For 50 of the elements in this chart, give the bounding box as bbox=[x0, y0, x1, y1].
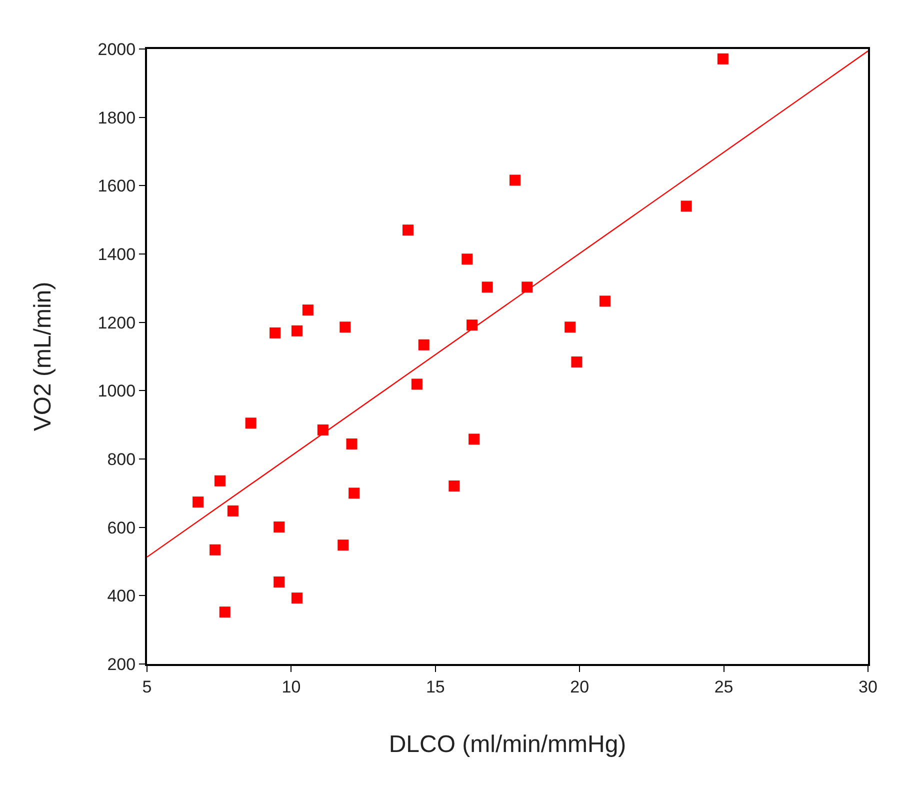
point bbox=[717, 53, 728, 64]
y-tick-label: 1200 bbox=[98, 313, 136, 332]
point bbox=[482, 282, 493, 293]
point bbox=[210, 544, 221, 556]
point bbox=[227, 505, 238, 516]
y-tick-label: 800 bbox=[107, 450, 136, 469]
x-tick-label: 20 bbox=[570, 677, 590, 696]
point bbox=[510, 174, 520, 186]
x-tick-label: 5 bbox=[142, 677, 152, 696]
point bbox=[270, 327, 281, 338]
point bbox=[418, 339, 430, 350]
y-tick-label: 400 bbox=[107, 586, 136, 606]
point bbox=[302, 304, 314, 316]
point bbox=[317, 424, 328, 436]
point bbox=[348, 488, 360, 499]
y-tick-label: 200 bbox=[107, 654, 136, 674]
point bbox=[214, 475, 226, 486]
point bbox=[219, 606, 230, 618]
y-tick-label: 1400 bbox=[98, 244, 136, 264]
point bbox=[522, 282, 533, 293]
y-axis-title: VO2 (mL/min) bbox=[29, 282, 56, 432]
y-tick-label: 2000 bbox=[98, 40, 136, 59]
point bbox=[564, 322, 576, 333]
point bbox=[468, 434, 480, 445]
x-tick-label: 10 bbox=[282, 677, 301, 696]
point bbox=[402, 224, 414, 236]
point bbox=[291, 325, 302, 336]
point bbox=[291, 592, 302, 604]
point bbox=[448, 480, 460, 492]
y-tick-label: 1000 bbox=[98, 382, 136, 401]
y-tick-label: 1800 bbox=[98, 108, 136, 128]
point bbox=[274, 521, 285, 532]
point bbox=[274, 576, 285, 588]
point bbox=[340, 322, 351, 333]
point bbox=[571, 356, 582, 368]
y-tick-label: 600 bbox=[107, 518, 136, 538]
point bbox=[338, 540, 349, 551]
point bbox=[599, 296, 610, 307]
point bbox=[466, 320, 478, 331]
x-tick-label: 15 bbox=[426, 677, 445, 696]
x-tick-label: 30 bbox=[858, 677, 878, 696]
point bbox=[192, 496, 204, 508]
point bbox=[346, 438, 358, 450]
x-tick-label: 25 bbox=[714, 677, 734, 696]
point bbox=[245, 418, 256, 429]
y-tick-label: 1600 bbox=[98, 176, 136, 196]
point bbox=[680, 200, 692, 212]
x-axis-title: DLCO (ml/min/mmHg) bbox=[388, 731, 626, 758]
point bbox=[411, 378, 422, 390]
point bbox=[462, 254, 473, 265]
